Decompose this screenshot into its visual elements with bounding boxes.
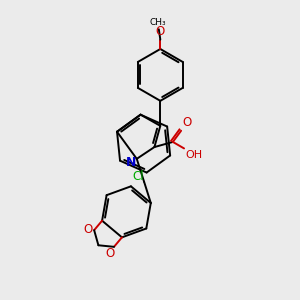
Text: OH: OH [185,150,202,160]
Text: O: O [156,26,165,38]
Text: CH₃: CH₃ [150,18,166,27]
Text: O: O [83,223,92,236]
Text: O: O [105,247,114,260]
Text: N: N [126,156,136,169]
Text: Cl: Cl [132,170,144,183]
Text: O: O [183,116,192,129]
